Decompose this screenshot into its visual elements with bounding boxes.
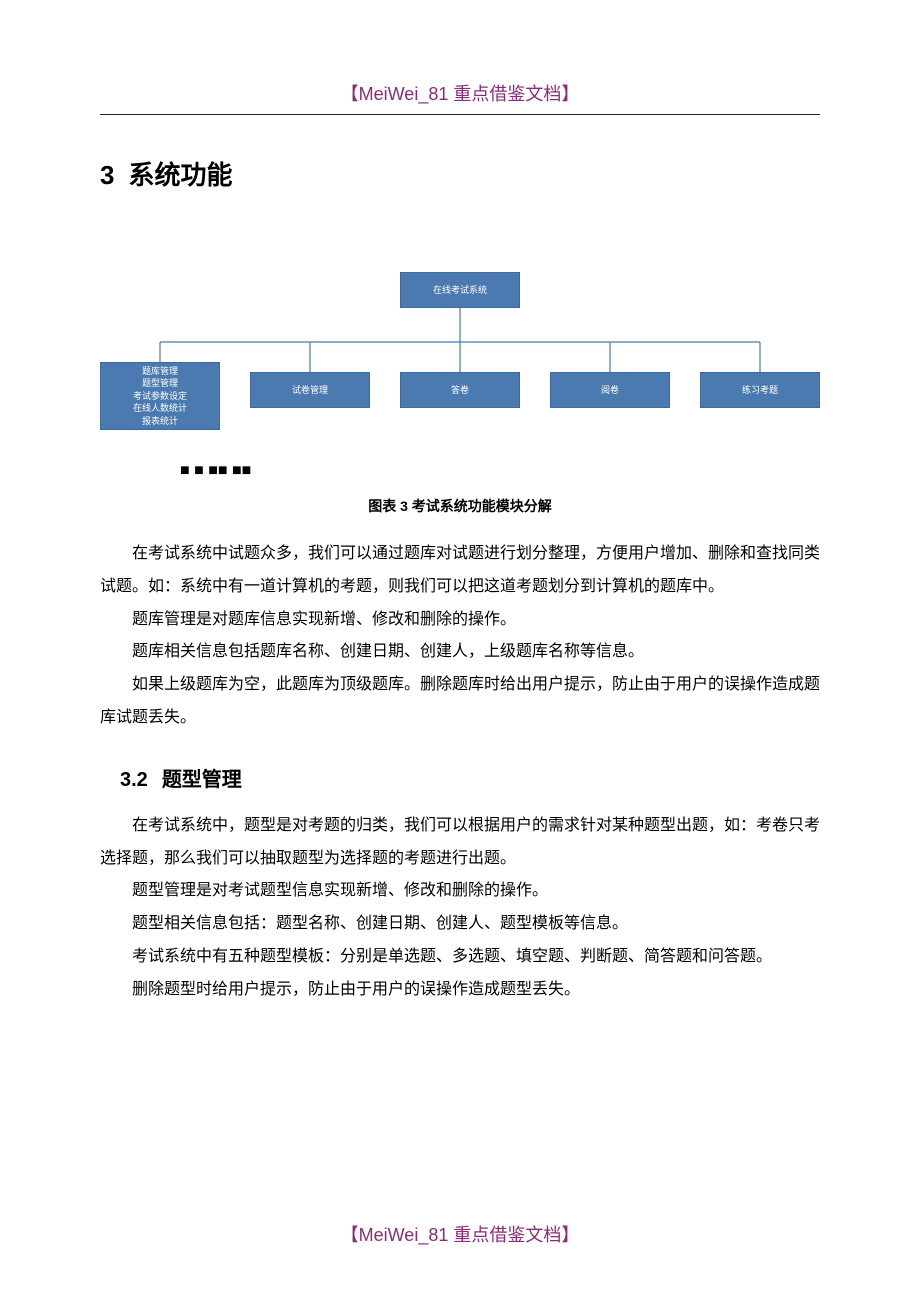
truncated-heading-stub: ■ ■ ■■ ■■	[180, 462, 251, 480]
org-chart-node: 试卷管理	[250, 372, 370, 408]
org-chart: ■ ■ ■■ ■■ 在线考试系统题库管理题型管理考试参数设定在线人数统计报表统计…	[100, 252, 820, 482]
org-chart-root-node: 在线考试系统	[400, 272, 520, 308]
org-chart-node: 阅卷	[550, 372, 670, 408]
paragraph: 题型相关信息包括：题型名称、创建日期、创建人、题型模板等信息。	[100, 908, 820, 941]
org-chart-node: 题库管理题型管理考试参数设定在线人数统计报表统计	[100, 362, 220, 430]
subsection-heading: 3.2 题型管理	[120, 763, 820, 792]
header-brand: 【MeiWei_81 重点借鉴文档】	[100, 80, 820, 106]
subsection-title: 题型管理	[162, 769, 242, 791]
paragraph: 题库管理是对题库信息实现新增、修改和删除的操作。	[100, 604, 820, 637]
footer-brand: 【MeiWei_81 重点借鉴文档】	[0, 1221, 920, 1247]
org-chart-node: 答卷	[400, 372, 520, 408]
paragraph: 考试系统中有五种题型模板：分别是单选题、多选题、填空题、判断题、简答题和问答题。	[100, 941, 820, 974]
paragraph: 题型管理是对考试题型信息实现新增、修改和删除的操作。	[100, 875, 820, 908]
paragraph: 如果上级题库为空，此题库为顶级题库。删除题库时给出用户提示，防止由于用户的误操作…	[100, 669, 820, 735]
body-text-b: 在考试系统中，题型是对考题的归类，我们可以根据用户的需求针对某种题型出题，如：考…	[100, 810, 820, 1007]
subsection-number: 3.2	[120, 769, 148, 791]
paragraph: 题库相关信息包括题库名称、创建日期、创建人，上级题库名称等信息。	[100, 636, 820, 669]
paragraph: 删除题型时给用户提示，防止由于用户的误操作造成题型丢失。	[100, 974, 820, 1007]
paragraph: 在考试系统中，题型是对考题的归类，我们可以根据用户的需求针对某种题型出题，如：考…	[100, 810, 820, 876]
org-chart-node: 练习考题	[700, 372, 820, 408]
section-heading: 3 系统功能	[100, 155, 820, 192]
header-rule	[100, 114, 820, 115]
figure-caption: 图表 3 考试系统功能模块分解	[100, 496, 820, 516]
section-title: 系统功能	[128, 160, 232, 190]
section-number: 3	[100, 160, 114, 190]
paragraph: 在考试系统中试题众多，我们可以通过题库对试题进行划分整理，方便用户增加、删除和查…	[100, 538, 820, 604]
body-text-a: 在考试系统中试题众多，我们可以通过题库对试题进行划分整理，方便用户增加、删除和查…	[100, 538, 820, 735]
